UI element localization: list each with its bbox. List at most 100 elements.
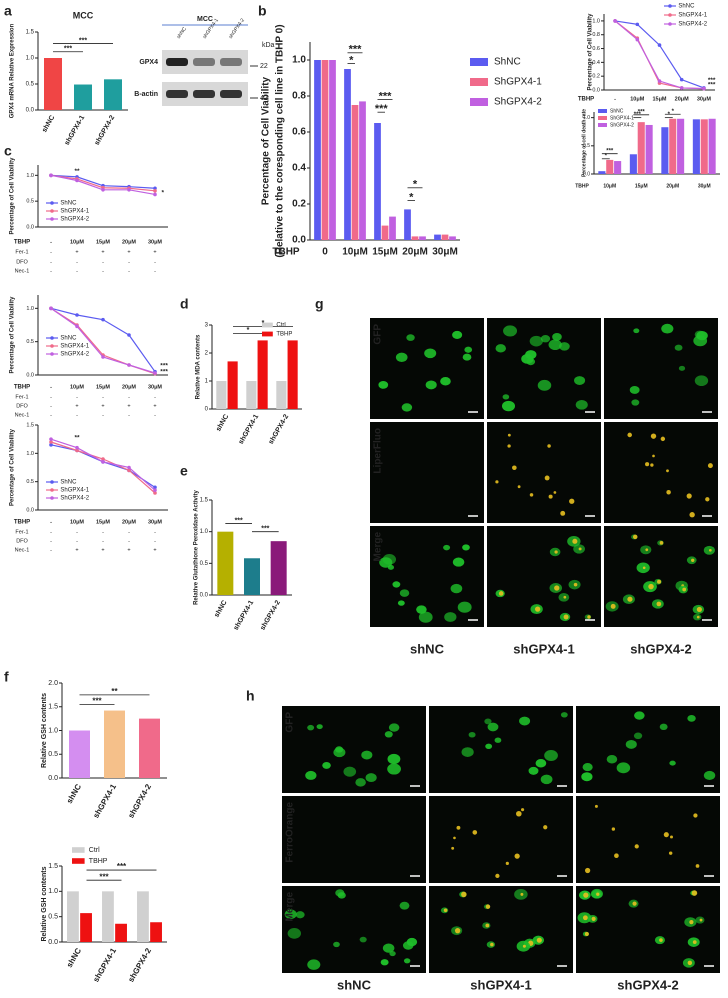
cell	[633, 328, 640, 334]
treatment-value: -	[102, 268, 104, 274]
y-tick-label: 1.5	[26, 30, 35, 36]
stain-dot	[689, 919, 694, 925]
x-tick-label: 15μM	[96, 239, 110, 245]
cell	[552, 332, 562, 341]
cell	[694, 375, 709, 387]
treatment-name: Nec-1	[15, 547, 30, 553]
stain-dot	[461, 891, 467, 898]
stain-dot	[485, 904, 491, 909]
significance: *	[605, 153, 608, 159]
legend-marker	[50, 496, 54, 500]
cell	[397, 600, 405, 606]
cell	[462, 544, 470, 551]
treatment-value: -	[154, 529, 156, 535]
cell	[388, 723, 400, 732]
x-axis-label: TBHP	[14, 385, 30, 391]
cell	[322, 761, 331, 769]
x-tick-label: 10μM	[630, 96, 644, 102]
stain-dot	[632, 534, 638, 540]
y-axis-label: Relative GSH contents	[41, 693, 48, 768]
cell	[503, 325, 518, 337]
stain-dot	[663, 832, 669, 838]
point	[101, 460, 105, 464]
x-tick-label: 0	[322, 247, 328, 258]
panel-label: b	[258, 3, 267, 19]
micrograph	[370, 318, 484, 419]
column-label: shNC	[337, 977, 372, 992]
cell	[560, 712, 568, 718]
legend-swatch	[598, 116, 607, 120]
point	[153, 186, 157, 191]
significance: ***	[349, 44, 363, 56]
bar	[246, 381, 257, 409]
y-tick-label: 0	[205, 407, 209, 413]
band-name: GPX4	[139, 59, 158, 66]
y-tick-label: 0.0	[592, 87, 600, 93]
significance: **	[74, 435, 80, 442]
cell	[625, 739, 637, 749]
x-tick-label: 30μM	[148, 239, 162, 245]
y-tick-label: 2	[205, 351, 209, 357]
treatment-value: +	[101, 249, 104, 255]
legend-label: TBHP	[89, 858, 108, 865]
treatment-value: -	[102, 259, 104, 265]
stain-dot	[563, 595, 567, 599]
point	[127, 468, 131, 473]
cell	[450, 583, 463, 594]
legend-label: ShGPX4-2	[60, 217, 89, 223]
treatment-value: -	[76, 529, 78, 535]
cell	[365, 773, 377, 783]
legend-label: ShGPX4-1	[494, 77, 542, 88]
cell	[485, 743, 493, 750]
x-tick-label: 15μM	[96, 519, 110, 525]
stain-dot	[670, 835, 673, 839]
micrograph	[282, 886, 426, 973]
cell	[528, 766, 539, 775]
bar	[102, 891, 114, 942]
column-label: shGPX4-1	[470, 977, 531, 992]
point	[635, 22, 640, 27]
stain-dot	[656, 601, 662, 607]
x-tick-label: 20μM	[675, 96, 689, 102]
y-tick-label: 0.5	[26, 82, 35, 88]
cell	[521, 353, 534, 364]
bar	[404, 209, 411, 240]
x-tick-label: 20μM	[122, 239, 136, 245]
treatment-value: -	[154, 538, 156, 544]
stain-dot	[490, 942, 494, 947]
cell	[548, 339, 562, 351]
stain-dot	[514, 853, 520, 859]
stain-dot	[627, 596, 633, 602]
point	[127, 188, 131, 192]
stain-dot	[693, 813, 698, 818]
micrograph	[487, 526, 601, 627]
band-marker: 22	[260, 63, 268, 70]
y-tick-label: 1.5	[48, 704, 58, 711]
column-label: shGPX4-2	[617, 977, 678, 992]
treatment-value: +	[153, 249, 156, 255]
bar	[287, 340, 298, 409]
treatment-value: -	[50, 259, 52, 265]
stain-dot	[610, 603, 616, 609]
x-tick-label: 10μM	[70, 239, 84, 245]
stain-dot	[573, 582, 578, 587]
legend-swatch	[598, 109, 607, 113]
stain-dot	[517, 485, 521, 489]
cell	[395, 352, 408, 362]
y-tick-label: 1.0	[48, 727, 58, 734]
row-label: LiperFluo	[373, 428, 384, 474]
cell	[444, 612, 457, 622]
x-tick-label: 10μM	[70, 519, 84, 525]
cell	[633, 732, 643, 740]
y-tick-label: 0.0	[48, 939, 58, 946]
micrograph	[604, 422, 718, 523]
treatment-value: +	[127, 249, 130, 255]
stain-dot	[594, 804, 598, 808]
stain-dot	[554, 585, 560, 591]
stain-dot	[453, 836, 456, 840]
y-tick-label: 1.5	[200, 498, 209, 504]
bar	[344, 69, 351, 240]
y-tick-label: 0.5	[26, 339, 34, 345]
bar	[661, 127, 669, 174]
